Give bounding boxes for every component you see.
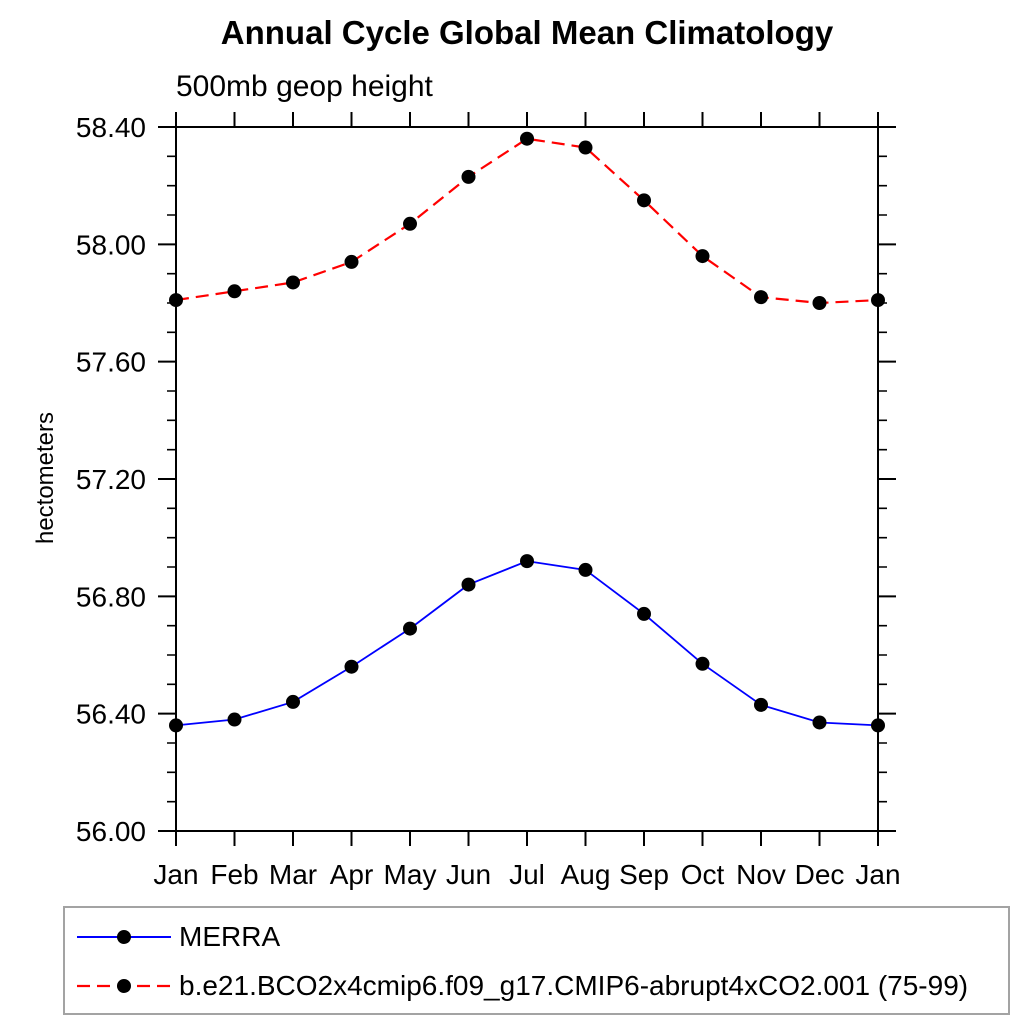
merra-marker-icon bbox=[695, 656, 710, 671]
model-marker-icon bbox=[461, 169, 476, 184]
merra-marker-icon bbox=[344, 659, 359, 674]
x-tick-label: Jun bbox=[446, 859, 491, 890]
merra-marker-icon bbox=[227, 712, 242, 727]
model-marker-icon bbox=[578, 140, 593, 155]
model-marker-icon bbox=[117, 979, 131, 993]
x-tick-label: Nov bbox=[736, 859, 786, 890]
merra-marker-icon bbox=[578, 562, 593, 577]
series-line-model bbox=[175, 137, 879, 305]
x-tick-label: Oct bbox=[681, 859, 725, 890]
model-marker-icon bbox=[695, 249, 710, 264]
model-marker-icon bbox=[227, 284, 242, 299]
series-line-merra bbox=[175, 560, 879, 727]
model-marker-icon bbox=[871, 293, 885, 308]
legend-key-merra-line bbox=[77, 930, 171, 944]
merra-marker-icon bbox=[461, 577, 476, 592]
x-tick-label: Aug bbox=[561, 859, 611, 890]
y-tick-label: 58.40 bbox=[76, 112, 146, 143]
plot-border bbox=[175, 126, 879, 832]
y-tick-label: 56.80 bbox=[76, 581, 146, 612]
x-tick-label: Sep bbox=[619, 859, 669, 890]
model-marker-icon bbox=[286, 275, 300, 290]
legend-item-merra: MERRA bbox=[65, 912, 1008, 962]
chart-title: Annual Cycle Global Mean Climatology bbox=[220, 14, 834, 51]
y-tick-label: 56.00 bbox=[76, 816, 146, 847]
y-tick-label: 57.60 bbox=[76, 347, 146, 378]
y-tick-label: 56.40 bbox=[76, 699, 146, 730]
merra-marker-icon bbox=[812, 715, 827, 730]
merra-marker-icon bbox=[169, 718, 183, 733]
x-tick-label: May bbox=[384, 859, 437, 890]
minor-ticks bbox=[167, 155, 887, 803]
merra-marker-icon bbox=[637, 606, 651, 621]
legend: MERRA b.e21.BCO2x4cmip6.f09_g17.CMIP6-ab… bbox=[63, 906, 1010, 1015]
y-tick-label: 57.20 bbox=[76, 464, 146, 495]
x-tick-label: Apr bbox=[330, 859, 374, 890]
y-tick-label: 58.00 bbox=[76, 229, 146, 260]
x-tick-label: Jul bbox=[509, 859, 545, 890]
model-marker-icon bbox=[169, 293, 183, 308]
legend-label-merra: MERRA bbox=[179, 921, 281, 952]
legend-key-model-line bbox=[77, 979, 171, 993]
model-marker-icon bbox=[520, 131, 534, 146]
x-tick-label: Dec bbox=[795, 859, 845, 890]
chart-subtitle: 500mb geop height bbox=[176, 70, 433, 103]
merra-marker-icon bbox=[403, 621, 417, 636]
x-tick-label: Feb bbox=[210, 859, 258, 890]
y-axis-tick-labels: 58.40 58.00 57.60 57.20 56.80 56.40 56.00 bbox=[76, 112, 146, 847]
legend-item-model: b.e21.BCO2x4cmip6.f09_g17.CMIP6-abrupt4x… bbox=[65, 962, 1008, 1010]
model-marker-icon bbox=[344, 254, 359, 269]
model-marker-icon bbox=[403, 216, 417, 231]
model-marker-icon bbox=[637, 193, 651, 208]
merra-marker-icon bbox=[117, 930, 131, 944]
x-tick-label: Jan bbox=[153, 859, 198, 890]
axis-ticks bbox=[158, 112, 896, 846]
model-marker-icon bbox=[754, 290, 768, 305]
merra-marker-icon bbox=[286, 694, 300, 709]
model-marker-icon bbox=[812, 296, 827, 310]
legend-label-model: b.e21.BCO2x4cmip6.f09_g17.CMIP6-abrupt4x… bbox=[179, 970, 969, 1001]
x-tick-label: Mar bbox=[269, 859, 317, 890]
x-axis-tick-labels: Jan Feb Mar Apr May Jun Jul Aug Sep Oct Nov Dec Jan bbox=[153, 859, 900, 890]
x-tick-label: Jan bbox=[855, 859, 900, 890]
merra-marker-icon bbox=[871, 718, 885, 733]
merra-marker-icon bbox=[754, 697, 768, 712]
series-markers bbox=[169, 131, 885, 733]
merra-marker-icon bbox=[520, 554, 534, 569]
major-ticks bbox=[158, 112, 896, 846]
